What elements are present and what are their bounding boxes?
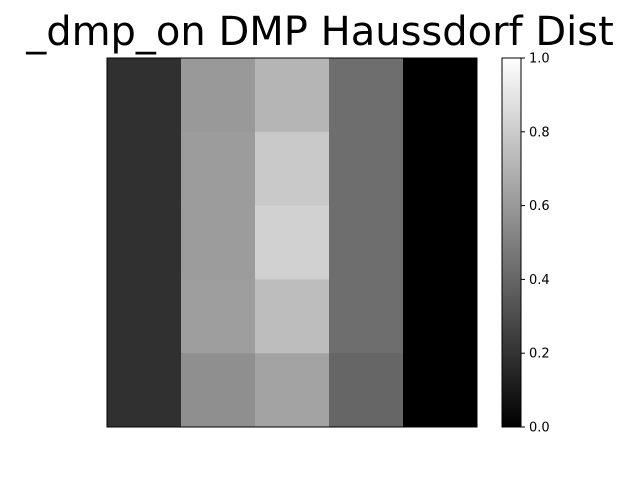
heatmap-cell-r2-c3 — [329, 205, 404, 280]
heatmap-cell-r1-c3 — [329, 131, 404, 207]
heatmap-cell-r1-c0 — [107, 131, 182, 207]
heatmap-cell-r1-c1 — [181, 131, 256, 207]
heatmap-cell-r0-c3 — [329, 58, 404, 133]
colorbar-tick-label: 0.8 — [529, 125, 550, 140]
heatmap-cell-r2-c4 — [403, 205, 478, 280]
heatmap-cell-r0-c2 — [255, 58, 330, 133]
heatmap-cells — [107, 58, 478, 428]
colorbar: 0.0 0.2 0.4 0.6 0.8 1.0 — [501, 52, 550, 436]
heatmap-cell-r2-c2 — [255, 205, 330, 280]
heatmap-cell-r4-c2 — [255, 353, 330, 428]
heatmap-cell-r0-c4 — [403, 58, 478, 133]
colorbar-tick-label: 0.6 — [529, 199, 550, 214]
heatmap-cell-r1-c4 — [403, 131, 478, 207]
heatmap-cell-r4-c3 — [329, 353, 404, 428]
colorbar-gradient — [501, 57, 522, 428]
chart-title: _dmp_on DMP Haussdorf Dist — [26, 9, 614, 55]
colorbar-tick-label: 0.4 — [529, 273, 550, 288]
heatmap-cell-r4-c0 — [107, 353, 182, 428]
heatmap-cell-r4-c1 — [181, 353, 256, 428]
plot-frame — [106, 57, 478, 428]
heatmap-cell-r4-c4 — [403, 353, 478, 428]
heatmap-cell-r3-c0 — [107, 279, 182, 354]
colorbar-tick-label: 1.0 — [529, 52, 550, 67]
heatmap-cell-r3-c2 — [255, 279, 330, 354]
heatmap-cell-r2-c1 — [181, 205, 256, 280]
colorbar-tick-label: 0.2 — [529, 347, 550, 362]
heatmap-cell-r3-c4 — [403, 279, 478, 354]
heatmap-cell-r3-c1 — [181, 279, 256, 354]
heatmap-cell-r0-c0 — [107, 58, 182, 133]
heatmap-cell-r0-c1 — [181, 58, 256, 133]
colorbar-tick-label: 0.0 — [529, 421, 550, 436]
heatmap-cell-r3-c3 — [329, 279, 404, 354]
colorbar-ticks: 0.0 0.2 0.4 0.6 0.8 1.0 — [521, 52, 550, 436]
heatmap-cell-r1-c2 — [255, 131, 330, 207]
heatmap-cell-r2-c0 — [107, 205, 182, 280]
